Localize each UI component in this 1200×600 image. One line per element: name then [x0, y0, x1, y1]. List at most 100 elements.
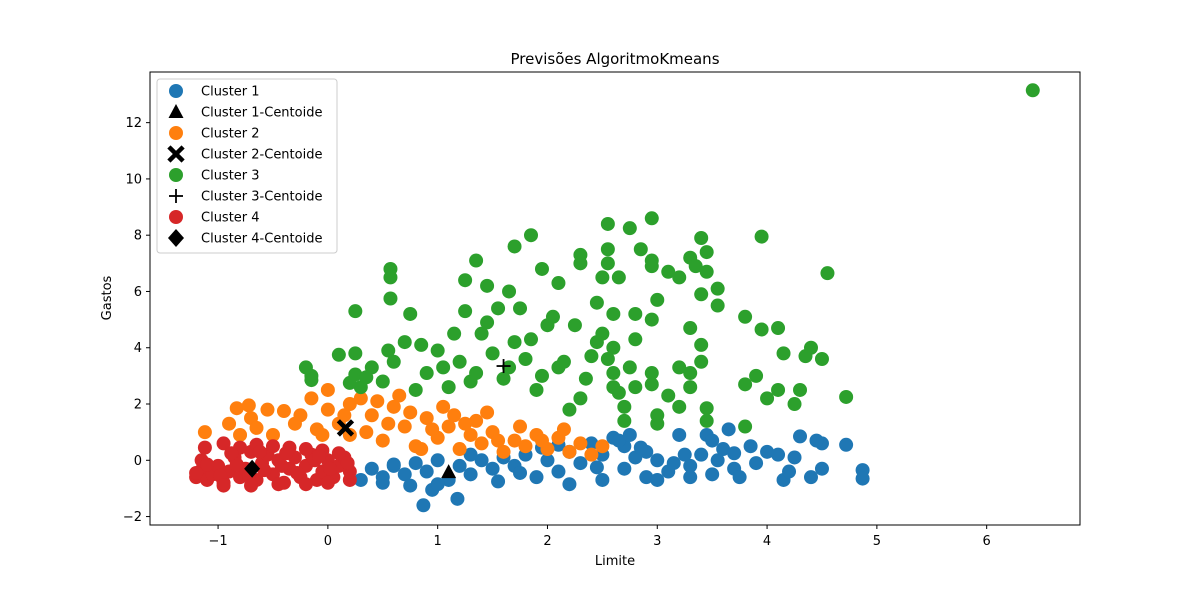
data-point [760, 444, 775, 459]
data-point [485, 346, 500, 361]
data-point [650, 292, 665, 307]
data-point [699, 413, 714, 428]
data-point [342, 397, 357, 412]
data-point [271, 477, 286, 492]
data-point [331, 347, 346, 362]
legend-entry: Cluster 3 [169, 168, 260, 184]
x-axis: −1 0 1 2 3 4 5 6 [208, 525, 991, 549]
data-point [611, 433, 626, 448]
data-point [839, 437, 854, 452]
data-point [754, 229, 769, 244]
data-point [650, 408, 665, 423]
centroid-x-marker [336, 419, 355, 437]
legend-entry: Cluster 1 [169, 84, 260, 100]
data-point [743, 439, 758, 454]
data-point [430, 343, 445, 358]
data-point [589, 295, 604, 310]
data-point [463, 447, 478, 462]
data-point [224, 446, 239, 461]
x-tick-label: 0 [324, 534, 332, 549]
data-point [233, 427, 248, 442]
data-point [513, 419, 528, 434]
data-point [502, 284, 517, 299]
data-point [666, 456, 681, 471]
data-point [381, 343, 396, 358]
data-point [359, 370, 374, 385]
data-point [480, 278, 495, 293]
data-point [814, 351, 829, 366]
data-point [304, 391, 319, 406]
data-point [694, 447, 709, 462]
data-point [661, 264, 676, 279]
data-point [458, 416, 473, 431]
legend-triangle-marker [168, 104, 184, 118]
series-cluster-4 [189, 436, 357, 493]
data-point [502, 360, 517, 375]
data-point [287, 416, 302, 431]
data-point [491, 433, 506, 448]
centroid-plus-marker [496, 359, 511, 374]
data-point [216, 436, 231, 451]
x-tick-label: 2 [543, 534, 551, 549]
x-tick-label: 3 [653, 534, 661, 549]
data-point [340, 456, 355, 471]
data-point [650, 453, 665, 468]
data-point [342, 375, 357, 390]
data-point [683, 380, 698, 395]
centroids [244, 359, 511, 479]
data-point [760, 391, 775, 406]
data-point [705, 433, 720, 448]
data-point [606, 366, 621, 381]
legend-circle-marker [169, 84, 183, 98]
data-point [595, 270, 610, 285]
data-point [463, 467, 478, 482]
data-point [290, 465, 305, 480]
data-point [197, 440, 212, 455]
data-point [430, 477, 445, 492]
y-tick-label: 8 [134, 229, 142, 244]
data-point [562, 402, 577, 417]
data-point [644, 377, 659, 392]
data-point [383, 291, 398, 306]
data-point [474, 326, 489, 341]
data-point [474, 436, 489, 451]
data-point [699, 401, 714, 416]
data-point [375, 374, 390, 389]
data-point [551, 464, 566, 479]
data-point [276, 404, 291, 419]
legend-label: Cluster 3 [201, 169, 260, 184]
data-point [403, 405, 418, 420]
data-point [507, 433, 522, 448]
data-point [688, 259, 703, 274]
data-point [403, 478, 418, 493]
data-point [298, 360, 313, 375]
data-point [793, 429, 808, 444]
data-point [573, 456, 588, 471]
data-point [320, 475, 335, 490]
data-point [738, 377, 753, 392]
data-point [600, 351, 615, 366]
data-point [496, 371, 511, 386]
data-point [348, 304, 363, 319]
data-point [710, 298, 725, 313]
data-point [584, 436, 599, 451]
data-point [589, 460, 604, 475]
data-point [622, 427, 637, 442]
data-point [545, 309, 560, 324]
data-point [809, 433, 824, 448]
chart-title: Previsões AlgoritmoKmeans [510, 50, 719, 68]
data-point [661, 388, 676, 403]
legend-label: Cluster 4-Centoide [201, 232, 322, 247]
data-point [337, 408, 352, 423]
data-point [738, 309, 753, 324]
data-point [694, 354, 709, 369]
legend-entry: Cluster 4 [169, 210, 260, 226]
legend-entry: Cluster 1-Centoide [168, 104, 322, 121]
data-point [672, 270, 687, 285]
data-point [450, 491, 465, 506]
data-point [414, 337, 429, 352]
data-point [265, 439, 280, 454]
data-point [529, 470, 544, 485]
y-tick-label: 10 [125, 172, 142, 187]
legend-plus-marker [169, 189, 183, 203]
